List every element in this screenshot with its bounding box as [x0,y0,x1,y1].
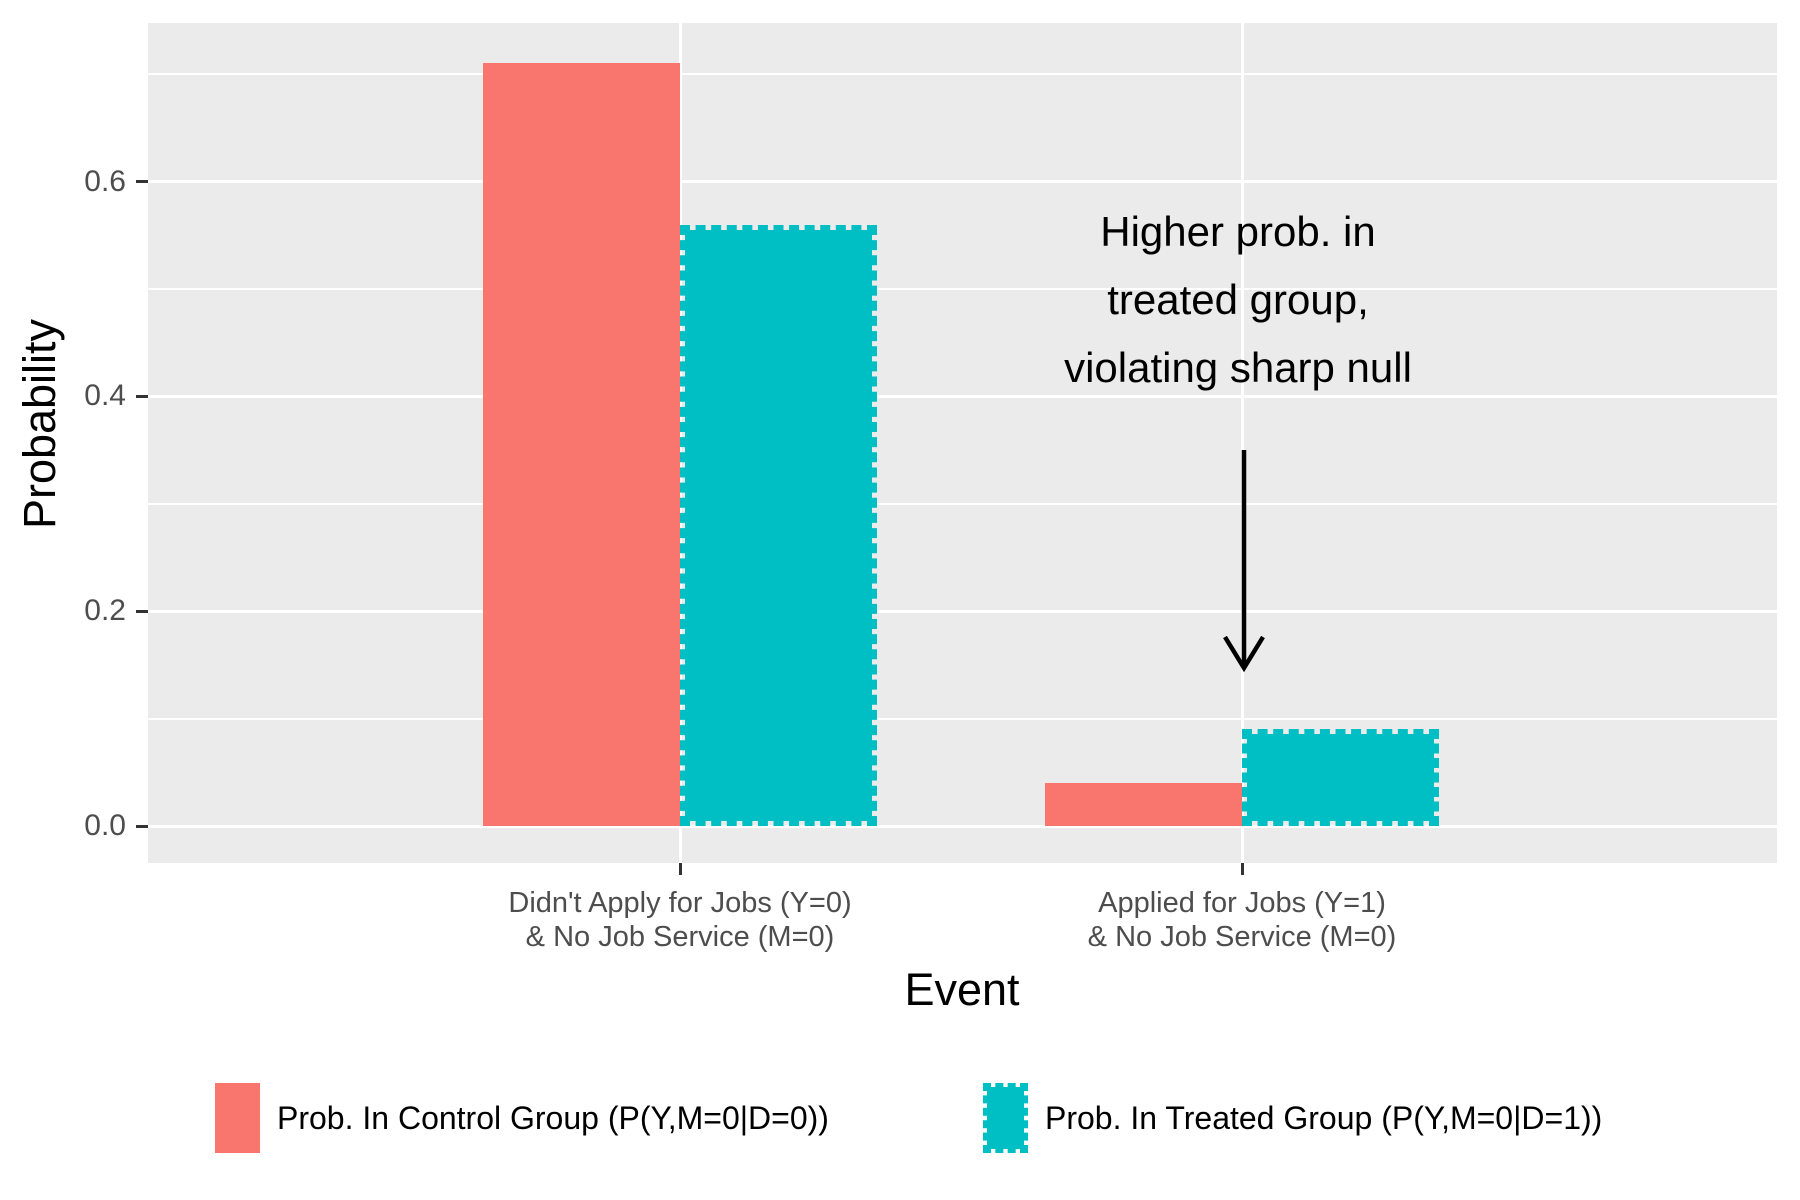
bar-treated-group [680,224,877,826]
legend-key-control-group [215,1083,260,1153]
legend-label-treated-group: Prob. In Treated Group (P(Y,M=0|D=1)) [1045,1100,1603,1136]
x-axis-tick [678,863,682,875]
annotation-line-3: violating sharp null [1064,344,1412,391]
y-axis-tick-label: 0.4 [84,379,126,413]
x-axis-category-label-line: & No Job Service (M=0) [1087,921,1397,953]
gridline-major [148,609,1777,613]
legend-key-treated-group [983,1083,1028,1153]
annotation-text: Higher prob. in treated group, violating… [1064,198,1412,402]
legend-label-control-group: Prob. In Control Group (P(Y,M=0|D=0)) [277,1100,829,1136]
y-axis-tick-label: 0.6 [84,164,126,198]
annotation-line-1: Higher prob. in [1100,208,1376,255]
annotation-line-2: treated group, [1107,276,1369,323]
gridline-minor [148,502,1777,505]
y-axis-tick-label: 0.2 [84,594,126,628]
gridline-minor [148,73,1777,76]
bar-control-group [1045,783,1242,826]
gridline-minor [148,288,1777,290]
x-axis-category-label: Didn't Apply for Jobs (Y=0) & No Job Serv… [400,886,960,954]
y-axis-tick [136,394,148,398]
gridline-major [148,180,1777,184]
gridline-minor [148,717,1777,720]
gridline-major-vertical [1240,23,1244,863]
gridline-major [148,824,1777,828]
x-axis-category-label-line: & No Job Service (M=0) [525,921,835,953]
bar-treated-group [1242,729,1439,826]
down-arrow-icon [1223,450,1265,673]
x-axis-tick [1240,863,1244,875]
x-axis-category-label-line: Applied for Jobs (Y=1) [1098,887,1386,919]
x-axis-category-label-line: Didn't Apply for Jobs (Y=0) [508,887,852,919]
y-axis-tick [136,824,148,828]
x-axis-title: Event [904,964,1020,1015]
y-axis-tick [136,609,148,613]
gridline-major [148,394,1777,398]
x-axis-category-label: Applied for Jobs (Y=1) & No Job Service (… [962,886,1522,954]
bar-control-group [483,63,680,826]
y-axis-tick-label: 0.0 [84,809,126,842]
plot-panel [148,23,1777,863]
y-axis-tick [136,180,148,184]
